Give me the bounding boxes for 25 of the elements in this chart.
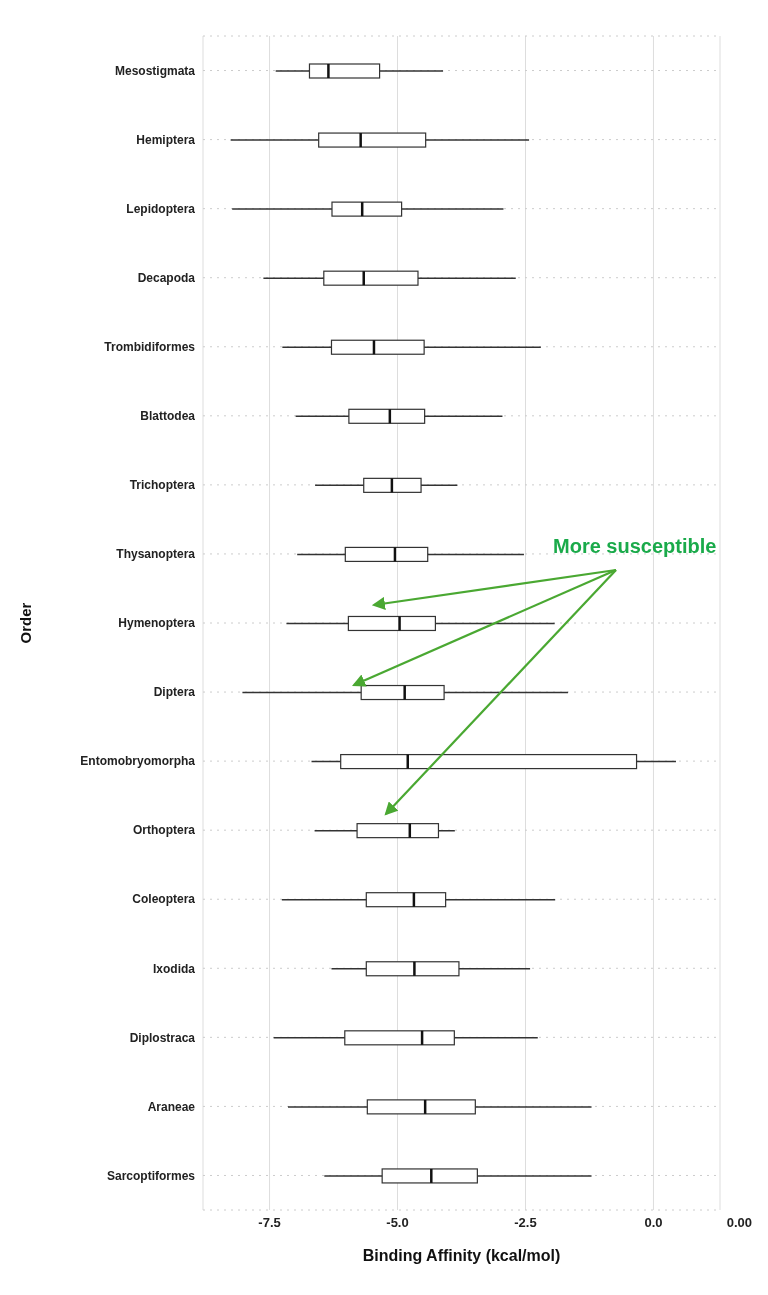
y-tick-label: Trombidiformes	[104, 340, 196, 355]
y-tick-label: Lepidoptera	[126, 201, 196, 216]
text: 0.00	[726, 1215, 752, 1230]
y-tick-label: Blattodea	[140, 409, 196, 424]
y-tick-label: Ixodida	[152, 961, 196, 976]
y-tick-label: Thysanoptera	[116, 547, 196, 562]
x-tick-label: 0.0	[644, 1215, 663, 1231]
x-tick-label: -5.0	[386, 1215, 409, 1231]
y-axis-title: Order	[17, 602, 35, 644]
y-tick-label: Mesostigmata	[114, 63, 196, 78]
y-tick-label: Araneae	[147, 1099, 196, 1114]
y-tick-label: Coleoptera	[132, 892, 196, 907]
y-tick-label: Diptera	[153, 685, 196, 700]
y-tick-label: Entomobryomorpha	[80, 754, 196, 769]
y-tick-label: Orthoptera	[132, 823, 196, 838]
x-tick-label: -7.5	[258, 1215, 281, 1231]
y-tick-label: Sarcoptiformes	[106, 1168, 196, 1183]
y-tick-label: Decapoda	[137, 270, 196, 285]
y-tick-label: Hemiptera	[136, 132, 196, 147]
y-tick-label: Diplostraca	[129, 1030, 196, 1045]
y-tick-label: Hymenoptera	[118, 616, 196, 631]
x-axis-title: Binding Affinity (kcal/mol)	[362, 1247, 561, 1264]
x-tick-label: -2.5	[514, 1215, 537, 1231]
annotation: More susceptible	[553, 535, 717, 558]
y-tick-label: Trichoptera	[129, 478, 196, 493]
